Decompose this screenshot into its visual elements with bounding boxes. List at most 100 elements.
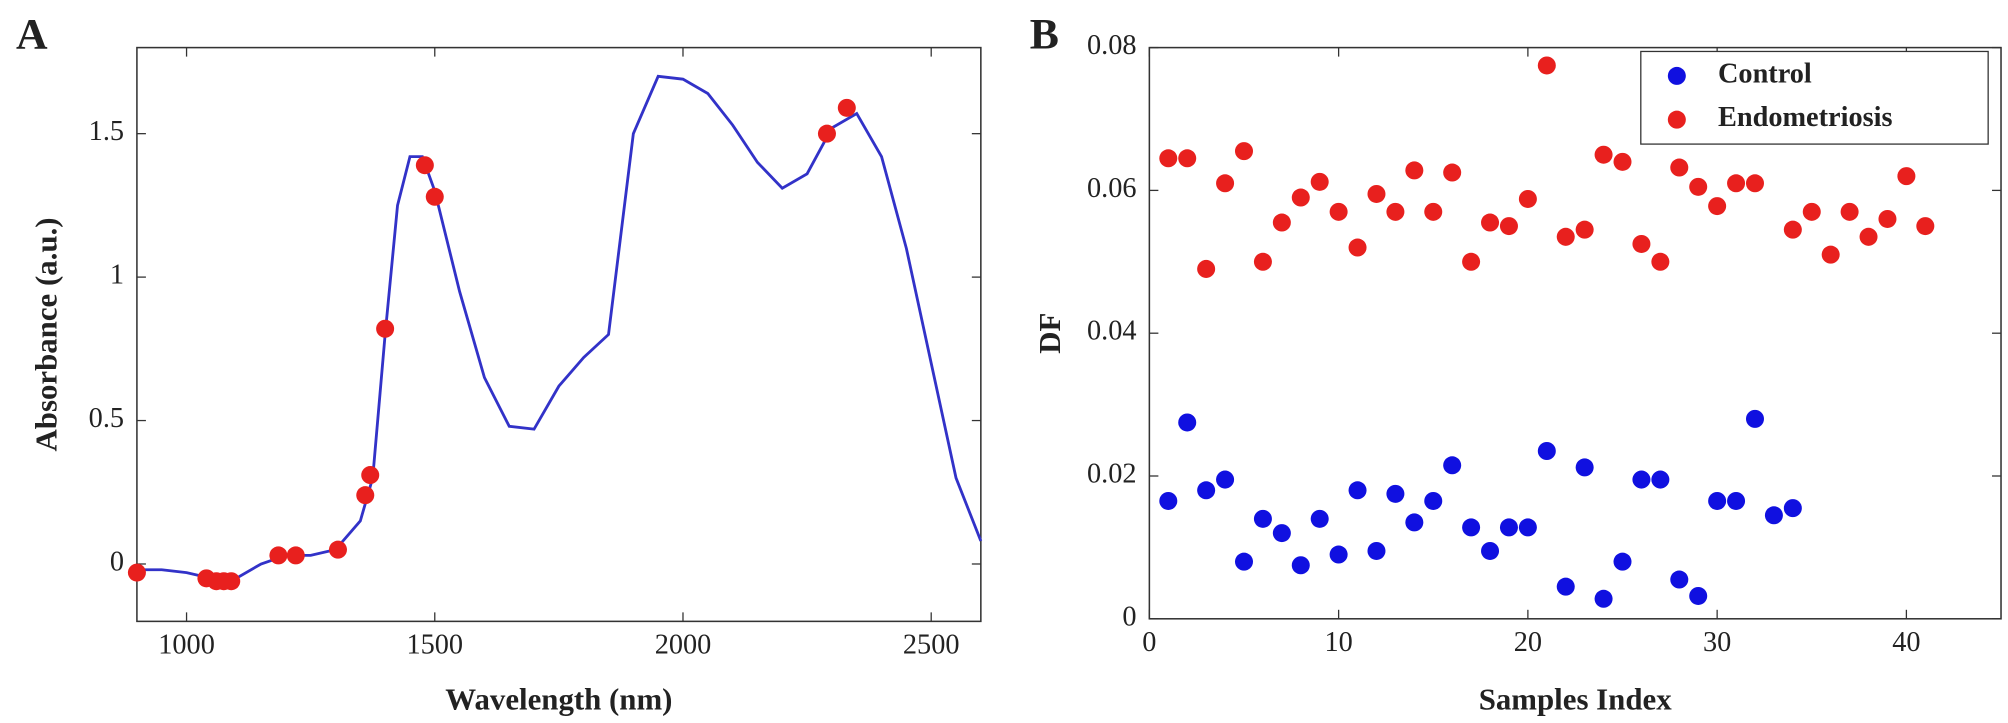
data-point — [1878, 209, 1897, 228]
data-point — [1367, 541, 1386, 560]
data-point — [1840, 202, 1859, 221]
data-point — [1651, 470, 1670, 489]
data-point — [1575, 220, 1594, 239]
data-point — [1783, 499, 1802, 518]
x-axis-label: Samples Index — [1479, 681, 1672, 716]
data-point — [1613, 552, 1632, 571]
y-tick-label: 0.08 — [1087, 30, 1137, 61]
x-tick-label: 10 — [1324, 627, 1352, 658]
data-point — [1518, 189, 1537, 208]
data-point — [1802, 202, 1821, 221]
data-point — [1499, 518, 1518, 537]
data-point — [1651, 252, 1670, 271]
data-point — [1764, 506, 1783, 525]
data-point — [1329, 202, 1348, 221]
y-tick-label: 1.5 — [89, 116, 124, 147]
legend-label: Control — [1718, 58, 1812, 89]
data-point — [1424, 202, 1443, 221]
data-point — [1443, 163, 1462, 182]
data-point — [1386, 202, 1405, 221]
data-point — [1481, 213, 1500, 232]
data-point — [1291, 556, 1310, 575]
data-point — [1745, 174, 1764, 193]
x-tick-label: 2000 — [655, 630, 712, 661]
y-tick-label: 0.5 — [89, 403, 124, 434]
data-point — [1310, 172, 1329, 191]
data-point — [1556, 577, 1575, 596]
data-point — [1670, 570, 1689, 589]
data-point — [1859, 227, 1878, 246]
data-point — [1253, 509, 1272, 528]
data-point — [1897, 167, 1916, 186]
data-point — [127, 563, 146, 582]
data-point — [817, 124, 836, 143]
x-tick-label: 0 — [1142, 627, 1156, 658]
data-point — [1348, 238, 1367, 257]
data-point — [1670, 158, 1689, 177]
data-point — [1462, 252, 1481, 271]
data-point — [1575, 458, 1594, 477]
data-point — [1745, 409, 1764, 428]
data-point — [1310, 509, 1329, 528]
legend-label: Endometriosis — [1718, 102, 1893, 133]
legend-marker — [1667, 66, 1686, 85]
data-point — [1424, 491, 1443, 510]
data-point — [1405, 513, 1424, 532]
data-point — [1689, 586, 1708, 605]
panel-label: A — [16, 11, 48, 59]
data-point — [1518, 518, 1537, 537]
y-tick-label: 1 — [110, 260, 124, 291]
y-axis-label: Absorbance (a.u.) — [29, 217, 64, 451]
y-tick-label: 0.02 — [1087, 458, 1137, 489]
data-point — [356, 486, 375, 505]
panel-label: B — [1030, 11, 1059, 59]
data-point — [1197, 481, 1216, 500]
data-point — [1462, 518, 1481, 537]
data-point — [1291, 188, 1310, 207]
y-tick-label: 0.06 — [1087, 173, 1137, 204]
data-point — [415, 156, 434, 175]
data-point — [1821, 245, 1840, 264]
data-point — [1405, 161, 1424, 180]
data-point — [1178, 149, 1197, 168]
y-tick-label: 0 — [1122, 601, 1136, 632]
data-point — [1708, 197, 1727, 216]
data-point — [1537, 442, 1556, 461]
data-point — [1727, 174, 1746, 193]
x-tick-label: 1500 — [406, 630, 463, 661]
data-point — [1727, 491, 1746, 510]
data-point — [1178, 413, 1197, 432]
x-tick-label: 1000 — [158, 630, 215, 661]
data-point — [425, 187, 444, 206]
data-point — [1386, 484, 1405, 503]
y-tick-label: 0 — [110, 546, 124, 577]
data-point — [1159, 149, 1178, 168]
data-point — [1348, 481, 1367, 500]
legend-box — [1640, 50, 1989, 145]
data-point — [1594, 145, 1613, 164]
data-point — [1556, 227, 1575, 246]
spectrum-line — [136, 74, 983, 580]
data-point — [1159, 491, 1178, 510]
x-tick-label: 2500 — [903, 630, 960, 661]
data-point — [1443, 456, 1462, 475]
data-point — [1708, 491, 1727, 510]
legend-marker — [1667, 110, 1686, 129]
x-tick-label: 20 — [1514, 627, 1542, 658]
data-point — [222, 572, 241, 591]
plot-frame — [136, 46, 982, 623]
data-point — [328, 540, 347, 559]
data-point — [1537, 56, 1556, 75]
y-axis-label: DF — [1032, 313, 1067, 354]
data-point — [1234, 142, 1254, 161]
data-point — [1632, 234, 1651, 253]
data-point — [1783, 220, 1802, 239]
data-point — [1499, 217, 1518, 236]
data-point — [1594, 589, 1613, 608]
data-point — [376, 319, 395, 338]
x-tick-label: 30 — [1703, 627, 1731, 658]
data-point — [1216, 174, 1235, 193]
data-point — [1197, 259, 1216, 278]
data-point — [1253, 252, 1272, 271]
